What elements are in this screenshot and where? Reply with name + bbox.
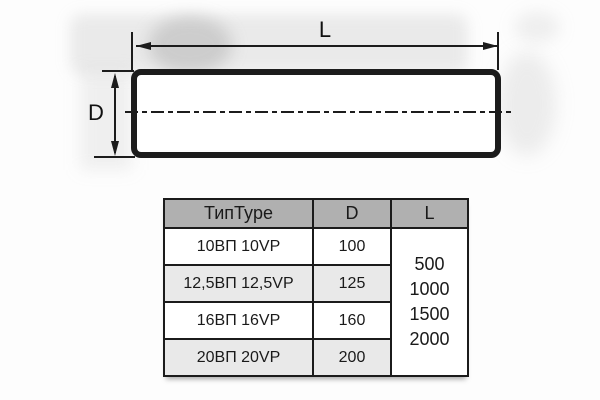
duct-centerline [125, 111, 514, 113]
background-blob-right [514, 12, 560, 42]
cell-d: 125 [312, 264, 392, 303]
arrowhead-right-icon [483, 42, 498, 50]
cell-type: 20ВП 20VP [163, 338, 314, 377]
duct-outline [131, 69, 501, 158]
spec-table: ТипType D L 10ВП 10VP 100 500 1000 1500 … [163, 198, 469, 377]
background-wash [70, 14, 468, 74]
arrowhead-up-icon [111, 73, 119, 88]
table-row: 20ВП 20VP 200 [163, 338, 468, 377]
cell-d: 160 [312, 301, 392, 340]
length-dimension-label: L [318, 17, 332, 42]
diameter-dimension-line [114, 76, 116, 153]
cell-type: 16ВП 16VP [163, 301, 314, 340]
cell-type: 12,5ВП 12,5VP [163, 264, 314, 303]
diameter-dimension-label: D [88, 100, 104, 125]
diameter-extension-line-top [102, 70, 134, 72]
header-cell-type: ТипType [163, 198, 314, 229]
table-header-row: ТипType D L [163, 198, 469, 229]
header-cell-d: D [312, 198, 392, 229]
table-row: 10ВП 10VP 100 500 1000 1500 2000 [163, 227, 469, 377]
l-value: 2000 [409, 329, 450, 349]
l-value: 500 [414, 254, 445, 274]
length-dimension-line [136, 45, 498, 47]
background-wash-right [498, 52, 556, 156]
length-extension-line-right [497, 32, 499, 70]
cell-d: 100 [312, 227, 392, 266]
arrowhead-left-icon [136, 42, 151, 50]
diameter-extension-line-bottom [94, 156, 135, 158]
l-value: 1500 [409, 304, 450, 324]
cell-type: 10ВП 10VP [163, 227, 314, 266]
cell-l-merged: 500 1000 1500 2000 [390, 227, 469, 377]
header-cell-l: L [390, 198, 469, 229]
arrowhead-down-icon [111, 141, 119, 156]
background-wash-left [80, 70, 132, 170]
table-row: 12,5ВП 12,5VP 125 [163, 264, 468, 303]
table-row: 16ВП 16VP 160 [163, 301, 468, 340]
l-value: 1000 [409, 279, 450, 299]
cell-d: 200 [312, 338, 392, 377]
length-extension-line-left [131, 32, 133, 70]
